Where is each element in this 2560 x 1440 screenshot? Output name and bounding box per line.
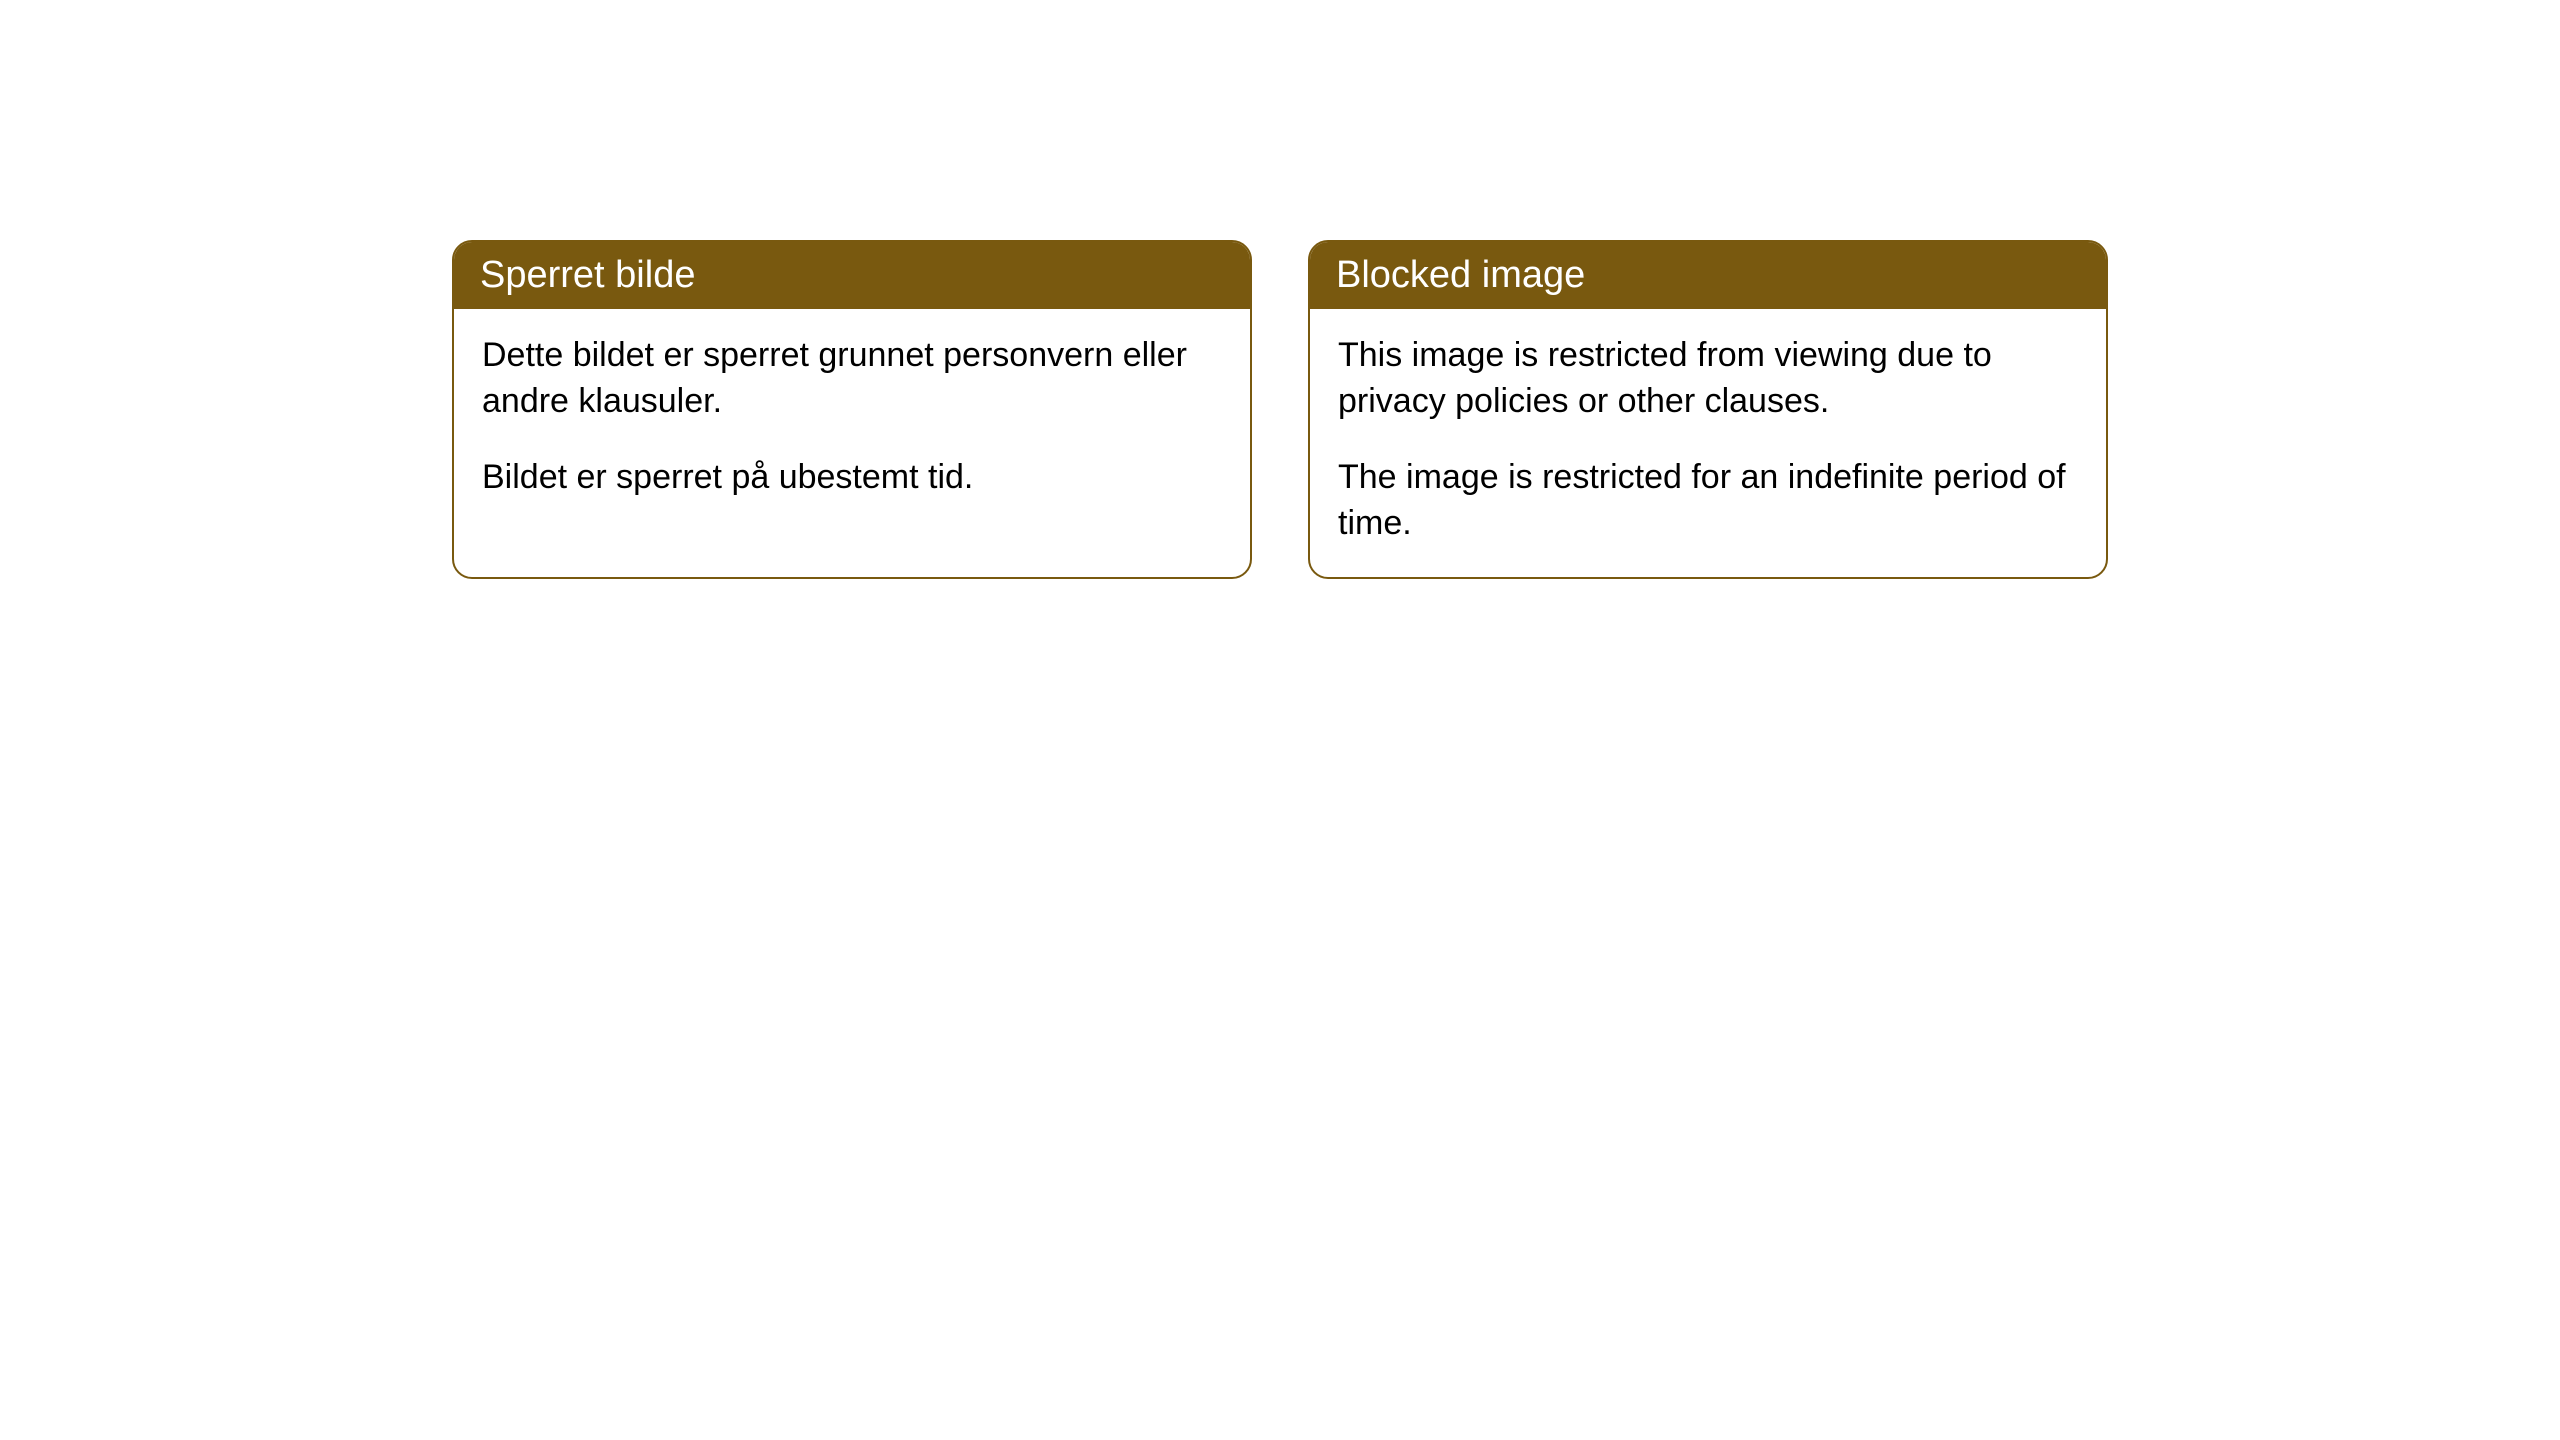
blocked-image-card-english: Blocked image This image is restricted f… bbox=[1308, 240, 2108, 579]
card-body: Dette bildet er sperret grunnet personve… bbox=[454, 309, 1250, 531]
card-title: Blocked image bbox=[1336, 254, 1585, 296]
card-paragraph: Bildet er sperret på ubestemt tid. bbox=[482, 455, 1222, 501]
card-paragraph: Dette bildet er sperret grunnet personve… bbox=[482, 333, 1222, 425]
card-title: Sperret bilde bbox=[480, 254, 695, 296]
card-body: This image is restricted from viewing du… bbox=[1310, 309, 2106, 577]
cards-container: Sperret bilde Dette bildet er sperret gr… bbox=[452, 240, 2108, 579]
card-paragraph: This image is restricted from viewing du… bbox=[1338, 333, 2078, 425]
card-header: Sperret bilde bbox=[454, 242, 1250, 309]
blocked-image-card-norwegian: Sperret bilde Dette bildet er sperret gr… bbox=[452, 240, 1252, 579]
card-header: Blocked image bbox=[1310, 242, 2106, 309]
card-paragraph: The image is restricted for an indefinit… bbox=[1338, 455, 2078, 547]
